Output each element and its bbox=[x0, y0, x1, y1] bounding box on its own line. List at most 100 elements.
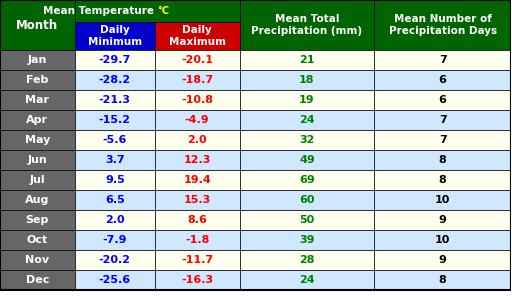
Bar bbox=[0, 230, 75, 250]
Text: -21.3: -21.3 bbox=[99, 95, 131, 105]
Text: Mean Total
Precipitation (mm): Mean Total Precipitation (mm) bbox=[251, 14, 362, 36]
Text: Mar: Mar bbox=[26, 95, 50, 105]
Text: Dec: Dec bbox=[26, 275, 49, 285]
Text: Daily
Maximum: Daily Maximum bbox=[168, 25, 226, 47]
Bar bbox=[75, 170, 155, 190]
Bar bbox=[0, 50, 75, 70]
Text: 7: 7 bbox=[439, 115, 446, 125]
Text: 24: 24 bbox=[299, 115, 315, 125]
Bar bbox=[75, 230, 155, 250]
Text: 12.3: 12.3 bbox=[183, 155, 211, 165]
Text: -20.1: -20.1 bbox=[181, 55, 213, 65]
Bar bbox=[240, 50, 374, 70]
Bar bbox=[0, 150, 75, 170]
Bar bbox=[374, 190, 511, 210]
Bar bbox=[374, 150, 511, 170]
Bar bbox=[240, 110, 374, 130]
Bar bbox=[374, 130, 511, 150]
Text: 19: 19 bbox=[299, 95, 315, 105]
Text: Aug: Aug bbox=[25, 195, 50, 205]
Text: 49: 49 bbox=[299, 155, 315, 165]
Bar bbox=[75, 0, 240, 22]
Text: Mean Number of
Precipitation Days: Mean Number of Precipitation Days bbox=[389, 14, 497, 36]
Bar bbox=[155, 130, 240, 150]
Text: 18: 18 bbox=[299, 75, 315, 85]
Text: 24: 24 bbox=[299, 275, 315, 285]
Text: 6.5: 6.5 bbox=[105, 195, 124, 205]
Bar bbox=[75, 50, 155, 70]
Text: -4.9: -4.9 bbox=[185, 115, 209, 125]
Text: 6: 6 bbox=[439, 95, 446, 105]
Bar bbox=[0, 190, 75, 210]
Bar bbox=[155, 90, 240, 110]
Bar bbox=[155, 230, 240, 250]
Text: Nov: Nov bbox=[26, 255, 50, 265]
Text: -5.6: -5.6 bbox=[102, 135, 127, 145]
Bar bbox=[240, 270, 374, 290]
Bar bbox=[155, 150, 240, 170]
Bar bbox=[0, 110, 75, 130]
Bar bbox=[240, 70, 374, 90]
Bar bbox=[75, 150, 155, 170]
Bar bbox=[0, 210, 75, 230]
Bar bbox=[75, 210, 155, 230]
Bar bbox=[75, 90, 155, 110]
Bar bbox=[75, 22, 155, 50]
Text: -15.2: -15.2 bbox=[99, 115, 131, 125]
Text: -28.2: -28.2 bbox=[99, 75, 131, 85]
Text: Month: Month bbox=[16, 19, 58, 31]
Text: 8: 8 bbox=[439, 275, 446, 285]
Text: -10.8: -10.8 bbox=[181, 95, 213, 105]
Bar bbox=[374, 0, 511, 50]
Bar bbox=[0, 170, 75, 190]
Bar bbox=[374, 70, 511, 90]
Text: -16.3: -16.3 bbox=[181, 275, 213, 285]
Text: 39: 39 bbox=[299, 235, 315, 245]
Text: 32: 32 bbox=[299, 135, 314, 145]
Text: 8.6: 8.6 bbox=[187, 215, 207, 225]
Bar bbox=[240, 150, 374, 170]
Text: 9.5: 9.5 bbox=[105, 175, 124, 185]
Bar bbox=[155, 190, 240, 210]
Text: 28: 28 bbox=[299, 255, 315, 265]
Text: 19.4: 19.4 bbox=[183, 175, 211, 185]
Text: 9: 9 bbox=[439, 215, 446, 225]
Bar bbox=[155, 270, 240, 290]
Text: 7: 7 bbox=[439, 55, 446, 65]
Bar bbox=[155, 50, 240, 70]
Bar bbox=[240, 90, 374, 110]
Bar bbox=[240, 210, 374, 230]
Bar bbox=[0, 0, 75, 50]
Text: 9: 9 bbox=[439, 255, 446, 265]
Bar bbox=[75, 110, 155, 130]
Bar bbox=[75, 270, 155, 290]
Text: 15.3: 15.3 bbox=[183, 195, 211, 205]
Text: 69: 69 bbox=[299, 175, 315, 185]
Bar bbox=[155, 170, 240, 190]
Text: 8: 8 bbox=[439, 155, 446, 165]
Text: °C: °C bbox=[157, 6, 169, 16]
Bar bbox=[75, 190, 155, 210]
Bar bbox=[0, 250, 75, 270]
Text: 2.0: 2.0 bbox=[105, 215, 124, 225]
Text: 8: 8 bbox=[439, 175, 446, 185]
Bar bbox=[374, 250, 511, 270]
Text: -18.7: -18.7 bbox=[181, 75, 213, 85]
Text: Mean Temperature: Mean Temperature bbox=[42, 6, 157, 16]
Text: Apr: Apr bbox=[27, 115, 49, 125]
Text: 7: 7 bbox=[439, 135, 446, 145]
Bar bbox=[240, 0, 374, 50]
Text: May: May bbox=[25, 135, 50, 145]
Text: Sep: Sep bbox=[26, 215, 49, 225]
Bar bbox=[240, 250, 374, 270]
Bar bbox=[75, 250, 155, 270]
Text: 50: 50 bbox=[300, 215, 314, 225]
Text: Jun: Jun bbox=[28, 155, 47, 165]
Bar bbox=[75, 130, 155, 150]
Bar bbox=[0, 130, 75, 150]
Bar bbox=[240, 230, 374, 250]
Bar bbox=[374, 270, 511, 290]
Bar bbox=[0, 270, 75, 290]
Bar bbox=[75, 70, 155, 90]
Bar bbox=[240, 170, 374, 190]
